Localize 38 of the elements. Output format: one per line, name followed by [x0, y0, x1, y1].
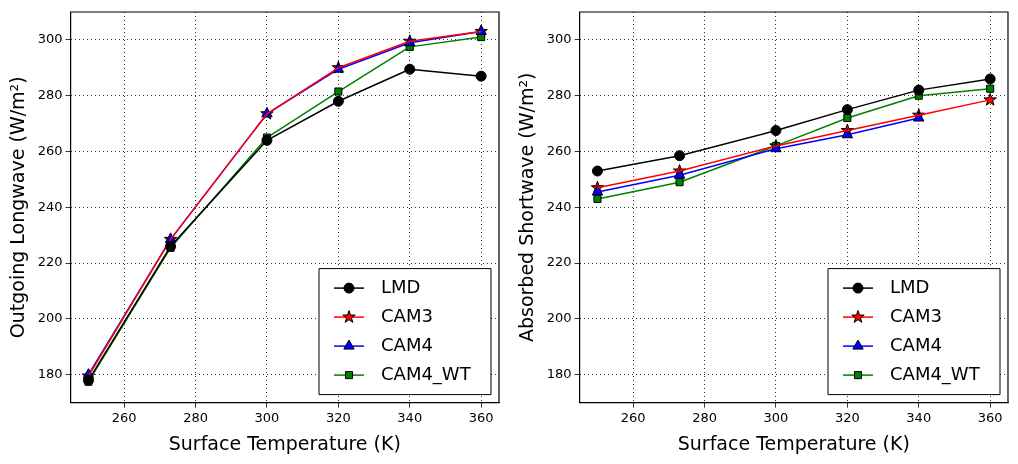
y-axis-title: Absorbed Shortwave (W/m²): [515, 72, 538, 343]
x-tick-label: 360: [977, 409, 1003, 425]
y-tick-label: 220: [37, 254, 63, 270]
x-tick-label: 320: [325, 409, 351, 425]
legend-label: CAM3: [890, 304, 942, 326]
y-tick-label: 180: [37, 366, 63, 382]
x-tick-label: 340: [397, 409, 423, 425]
legend-label: LMD: [381, 275, 421, 297]
y-tick-label: 220: [546, 254, 572, 270]
y-tick-label: 280: [37, 87, 63, 103]
legend-label: CAM3: [381, 304, 433, 326]
x-tick-label: 340: [906, 409, 932, 425]
y-tick-label: 240: [37, 198, 63, 214]
x-tick-label: 320: [834, 409, 860, 425]
x-tick-label: 260: [111, 409, 137, 425]
y-tick-label: 200: [546, 310, 572, 326]
x-tick-label: 360: [468, 409, 494, 425]
legend-label: CAM4: [381, 333, 433, 355]
y-tick-label: 280: [546, 87, 572, 103]
x-tick-label: 300: [254, 409, 280, 425]
legend-label: LMD: [890, 275, 930, 297]
y-axis-title: Outgoing Longwave (W/m²): [6, 76, 29, 339]
legend-label: CAM4: [890, 333, 942, 355]
y-tick-label: 240: [546, 198, 572, 214]
x-axis-title: Surface Temperature (K): [677, 431, 910, 454]
y-tick-label: 180: [546, 366, 572, 382]
x-tick-label: 300: [763, 409, 789, 425]
x-tick-label: 260: [620, 409, 646, 425]
legend-label: CAM4_WT: [381, 362, 472, 385]
y-tick-label: 200: [37, 310, 63, 326]
x-tick-label: 280: [692, 409, 717, 425]
x-axis-title: Surface Temperature (K): [168, 431, 401, 454]
legend-label: CAM4_WT: [890, 362, 981, 385]
y-tick-label: 260: [37, 142, 63, 158]
y-tick-label: 260: [546, 142, 572, 158]
x-tick-label: 280: [183, 409, 208, 425]
y-tick-label: 300: [37, 31, 63, 47]
y-tick-label: 300: [546, 31, 572, 47]
